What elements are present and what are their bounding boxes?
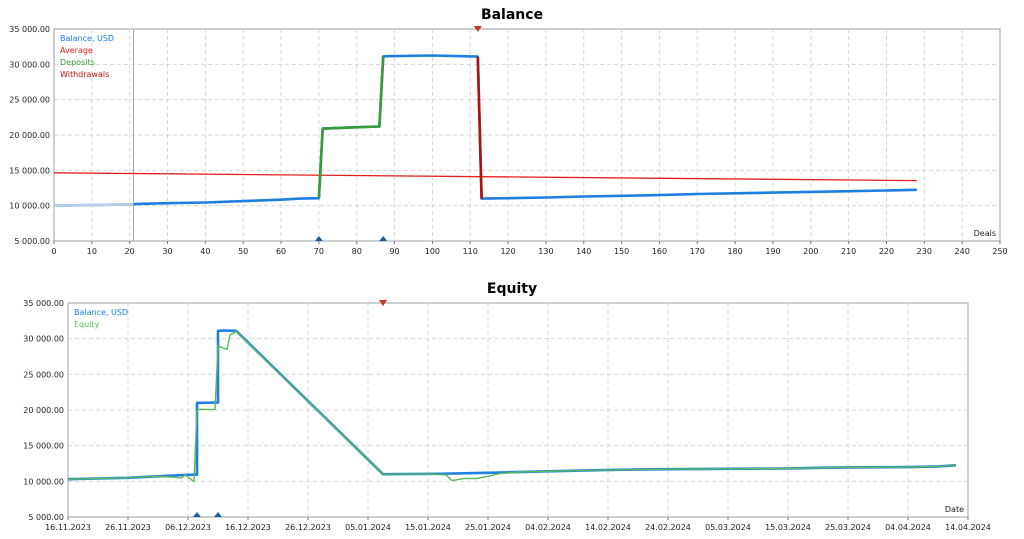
balance-series — [53, 54, 917, 207]
e-x-tick-label: 25.03.2024 — [825, 523, 871, 532]
equity-x-axis-label: Date — [945, 505, 964, 514]
b-y-tick-label: 25 000.00 — [9, 96, 50, 105]
b-y-tick-label: 5 000.00 — [14, 237, 50, 246]
b-x-tick-label: 150 — [614, 247, 629, 256]
b-x-tick-label: 180 — [727, 247, 742, 256]
equity-series — [67, 329, 957, 483]
e-x-tick-label: 24.02.2024 — [645, 523, 691, 532]
e-x-tick-label: 04.04.2024 — [885, 523, 931, 532]
balance-markers — [314, 26, 482, 241]
e-x-tick-label: 05.03.2024 — [705, 523, 751, 532]
e-x-tick-label: 16.12.2023 — [225, 523, 271, 532]
b-x-tick-label: 10 — [87, 247, 97, 256]
equity-chart-title: Equity — [487, 281, 537, 297]
e-y-tick-label: 15 000.00 — [23, 442, 64, 451]
b-x-tick-label: 220 — [879, 247, 894, 256]
e-y-tick-label: 20 000.00 — [23, 406, 64, 415]
b-y-tick-label: 15 000.00 — [9, 166, 50, 175]
b-legend-item-withdrawals: Withdrawals — [60, 70, 109, 79]
b-deposit-marker — [379, 236, 388, 241]
b-x-tick-label: 20 — [125, 247, 135, 256]
balance-x-axis-label: Deals — [974, 229, 996, 238]
e-x-tick-label: 26.12.2023 — [285, 523, 331, 532]
b-y-tick-label: 30 000.00 — [9, 60, 50, 69]
b-x-tick-label: 160 — [652, 247, 667, 256]
b-x-tick-label: 200 — [803, 247, 818, 256]
balance-chart-title: Balance — [481, 7, 543, 23]
e-x-tick-label: 26.11.2023 — [105, 523, 151, 532]
e-x-tick-label: 25.01.2024 — [465, 523, 511, 532]
b-y-tick-label: 10 000.00 — [9, 202, 50, 211]
e-x-tick-label: 16.11.2023 — [45, 523, 91, 532]
b-x-tick-label: 230 — [917, 247, 932, 256]
e-y-tick-label: 10 000.00 — [23, 477, 64, 486]
e-x-tick-label: 05.01.2024 — [345, 523, 391, 532]
b-x-tick-label: 130 — [538, 247, 553, 256]
b-series-deposits — [317, 56, 385, 199]
b-x-tick-label: 0 — [51, 247, 56, 256]
b-withdrawal-marker — [473, 26, 482, 32]
equity-y-tick-labels: 5 000.00 10 000.00 15 000.00 20 000.00 25 00… — [23, 299, 64, 522]
e-deposit-marker — [214, 512, 222, 517]
b-x-tick-label: 240 — [955, 247, 970, 256]
b-x-tick-label: 120 — [500, 247, 515, 256]
b-legend-item-deposits: Deposits — [60, 58, 95, 67]
balance-y-tick-labels: 5 000.00 10 000.00 15 000.00 20 000.00 25 00… — [9, 25, 50, 246]
balance-legend: Balance, USD Average Deposits Withdrawals — [60, 34, 114, 79]
e-x-tick-label: 14.04.2024 — [945, 523, 991, 532]
b-x-tick-label: 80 — [352, 247, 362, 256]
e-legend-item-balance-usd: Balance, USD — [74, 308, 128, 317]
b-series-history-segment — [53, 203, 134, 207]
e-y-tick-label: 30 000.00 — [23, 335, 64, 344]
e-deposit-marker — [193, 512, 201, 517]
balance-x-tick-labels: 0 10 20 30 40 50 60 70 80 90 100 110 120 130 140 150 160… — [51, 247, 1007, 256]
b-x-tick-label: 140 — [576, 247, 591, 256]
b-x-tick-label: 90 — [389, 247, 399, 256]
e-withdrawal-marker — [379, 300, 387, 306]
e-x-tick-label: 15.03.2024 — [765, 523, 811, 532]
b-x-tick-label: 60 — [276, 247, 286, 256]
b-x-tick-label: 110 — [463, 247, 478, 256]
b-x-tick-label: 190 — [765, 247, 780, 256]
b-x-tick-label: 100 — [425, 247, 440, 256]
e-series-equity — [67, 330, 957, 483]
b-legend-item-balance-usd: Balance, USD — [60, 34, 114, 43]
b-series-balance-usd — [53, 54, 917, 207]
b-y-tick-label: 35 000.00 — [9, 25, 50, 34]
b-series-average — [53, 172, 917, 182]
equity-gridlines — [67, 303, 969, 520]
e-x-tick-label: 06.12.2023 — [165, 523, 211, 532]
balance-gridlines — [53, 29, 1001, 244]
b-x-tick-label: 40 — [200, 247, 210, 256]
b-x-tick-label: 170 — [690, 247, 705, 256]
b-x-tick-label: 70 — [314, 247, 324, 256]
equity-markers — [193, 300, 387, 517]
e-x-tick-label: 15.01.2024 — [405, 523, 451, 532]
e-y-tick-label: 25 000.00 — [23, 370, 64, 379]
e-x-tick-label: 14.02.2024 — [585, 523, 631, 532]
e-y-tick-label: 35 000.00 — [23, 299, 64, 308]
b-x-tick-label: 30 — [162, 247, 172, 256]
e-y-tick-label: 5 000.00 — [28, 513, 64, 522]
b-series-withdrawals — [476, 56, 483, 199]
b-x-tick-label: 210 — [841, 247, 856, 256]
equity-x-tick-labels: 16.11.2023 26.11.2023 06.12.2023 16.12.2023… — [45, 523, 991, 532]
b-legend-item-average: Average — [60, 46, 93, 55]
e-x-tick-label: 04.02.2024 — [525, 523, 571, 532]
b-x-tick-label: 50 — [238, 247, 248, 256]
e-legend-item-equity: Equity — [74, 320, 100, 329]
equity-chart: Equity 16.11.2023 26.11.2023 06.12.2023 16.… — [23, 281, 991, 532]
b-x-tick-label: 250 — [992, 247, 1007, 256]
balance-chart: Balance 0 10 20 30 40 50 60 70 80 90 100 110 120 130 1… — [9, 7, 1007, 256]
b-deposit-marker — [314, 236, 323, 241]
b-y-tick-label: 20 000.00 — [9, 131, 50, 140]
equity-legend: Balance, USD Equity — [74, 308, 128, 329]
